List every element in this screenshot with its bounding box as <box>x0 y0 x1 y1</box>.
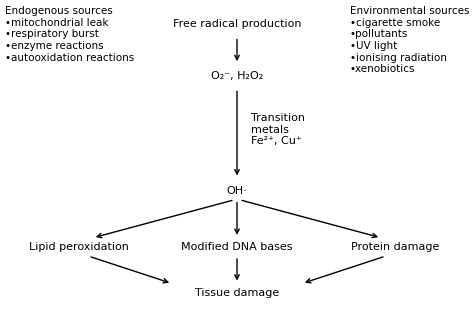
Text: Modified DNA bases: Modified DNA bases <box>181 242 293 252</box>
Text: Tissue damage: Tissue damage <box>195 288 279 298</box>
Text: Transition
metals
Fe²⁺, Cu⁺: Transition metals Fe²⁺, Cu⁺ <box>251 113 305 146</box>
Text: Free radical production: Free radical production <box>173 20 301 30</box>
Text: O₂⁻, H₂O₂: O₂⁻, H₂O₂ <box>211 71 263 81</box>
Text: Protein damage: Protein damage <box>351 242 439 252</box>
Text: Endogenous sources
•mitochondrial leak
•respiratory burst
•enzyme reactions
•aut: Endogenous sources •mitochondrial leak •… <box>5 6 134 63</box>
Text: Lipid peroxidation: Lipid peroxidation <box>29 242 129 252</box>
Text: Environmental sources
•cigarette smoke
•pollutants
•UV light
•ionising radiation: Environmental sources •cigarette smoke •… <box>350 6 469 74</box>
Text: OH·: OH· <box>227 186 247 196</box>
